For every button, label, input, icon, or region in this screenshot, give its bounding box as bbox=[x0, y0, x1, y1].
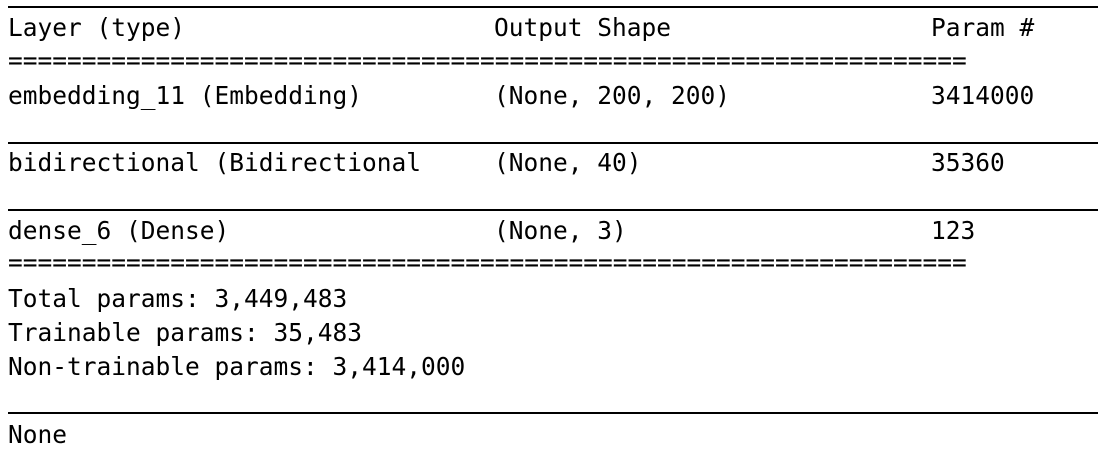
row-param-count: 123 bbox=[931, 216, 976, 245]
output-value: None bbox=[8, 420, 68, 449]
table-row: embedding_11 (Embedding) (None, 200, 200… bbox=[8, 81, 1034, 111]
row-layer: dense_6 (Dense) bbox=[8, 216, 230, 245]
row-output-shape: (None, 200, 200) bbox=[494, 81, 731, 110]
header-row: Layer (type) Output Shape Param # bbox=[8, 13, 1034, 43]
trainable-params: Trainable params: 35,483 bbox=[8, 318, 363, 347]
header-layer: Layer (type) bbox=[8, 13, 186, 42]
header-double-rule: ========================================… bbox=[8, 55, 1098, 67]
header-output-shape: Output Shape bbox=[494, 13, 672, 42]
row-param-count: 3414000 bbox=[931, 81, 1035, 110]
row-layer: embedding_11 (Embedding) bbox=[8, 81, 363, 110]
header-param-count: Param # bbox=[931, 13, 1035, 42]
row-output-shape: (None, 3) bbox=[494, 216, 627, 245]
table-row: bidirectional (Bidirectional (None, 40) … bbox=[8, 148, 1005, 178]
row-layer: bidirectional (Bidirectional bbox=[8, 148, 422, 177]
row-param-count: 35360 bbox=[931, 148, 1005, 177]
row-output-shape: (None, 40) bbox=[494, 148, 642, 177]
row-separator bbox=[8, 209, 1098, 211]
summary-bottom-rule bbox=[8, 412, 1098, 414]
footer-double-rule: ========================================… bbox=[8, 257, 1098, 269]
non-trainable-params: Non-trainable params: 3,414,000 bbox=[8, 352, 466, 381]
table-row: dense_6 (Dense) (None, 3) 123 bbox=[8, 216, 975, 246]
row-separator bbox=[8, 142, 1098, 144]
total-params: Total params: 3,449,483 bbox=[8, 284, 348, 313]
top-rule bbox=[8, 6, 1098, 8]
